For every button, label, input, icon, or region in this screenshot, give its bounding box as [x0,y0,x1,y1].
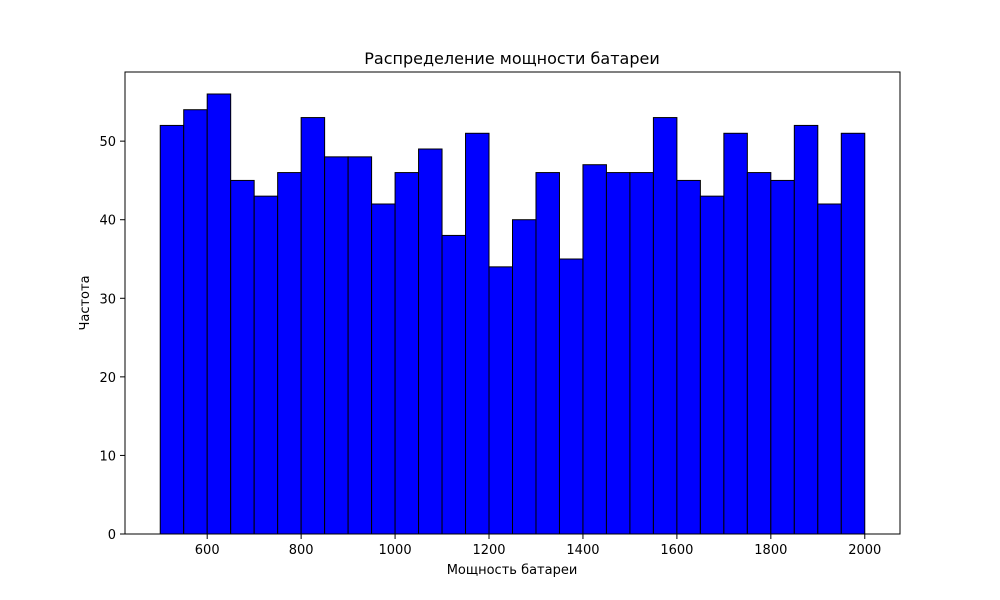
histogram-bar [206,93,232,535]
x-tick-label: 1400 [566,543,599,558]
histogram-bar [418,148,443,535]
histogram-bar [629,172,654,535]
histogram-bar [840,132,866,535]
histogram-bar [652,117,678,535]
histogram-bar [277,172,302,535]
histogram-bar [183,109,208,535]
histogram-bar [394,172,420,535]
bars-group [159,93,866,535]
histogram-bar [347,156,373,535]
chart-title: Распределение мощности батареи [364,49,659,68]
x-tick-label: 1600 [660,543,693,558]
histogram-bar [300,117,326,535]
histogram-bar [676,179,701,535]
y-axis-label: Частота [78,275,93,330]
histogram-bar [582,164,607,535]
histogram-bar [441,234,467,535]
histogram-bar [746,172,772,535]
x-tick-label: 600 [195,543,220,558]
y-tick-label: 40 [99,214,116,229]
histogram-bar [488,266,513,535]
histogram-bar [558,258,584,535]
x-tick-label: 2000 [848,543,881,558]
y-axis-ticks: 0 10 20 30 40 50 [99,135,125,543]
histogram-bar [324,156,349,535]
histogram-bar [253,195,279,535]
y-tick-label: 10 [99,449,116,464]
y-tick-label: 0 [108,528,116,543]
y-tick-label: 20 [99,371,116,386]
histogram-bar [817,203,842,535]
histogram-bar [605,172,631,535]
histogram-bar [535,172,560,535]
histogram-bar [159,124,185,535]
histogram-bar [512,219,537,535]
x-tick-label: 1200 [472,543,505,558]
x-tick-label: 1000 [379,543,412,558]
plot-frame [124,71,901,535]
histogram-bar [793,124,819,535]
histogram-bar [371,203,396,535]
y-tick-label: 30 [99,292,116,307]
x-axis-ticks: 600 800 1000 1200 1400 1600 1800 2000 [195,534,881,558]
histogram-bar [465,132,490,535]
histogram-bar [230,179,255,535]
x-tick-label: 1800 [754,543,787,558]
histogram-bar [699,195,725,535]
histogram-bar [723,132,748,535]
x-tick-label: 800 [289,543,314,558]
y-tick-label: 50 [99,135,116,150]
histogram-bar [770,179,795,535]
x-axis-label: Мощность батареи [447,563,578,578]
